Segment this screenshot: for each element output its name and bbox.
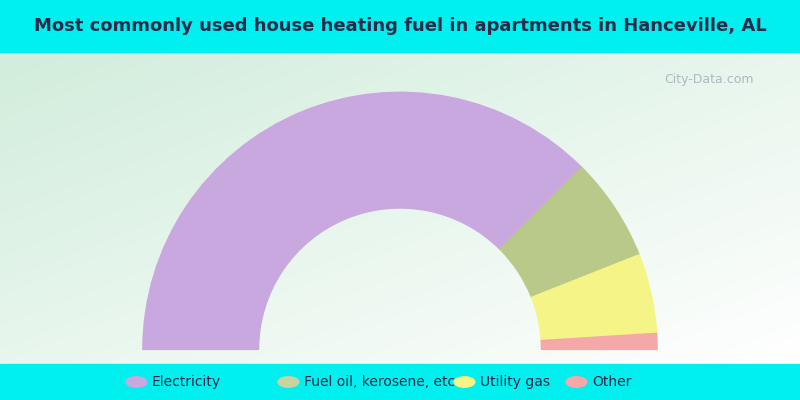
Text: City-Data.com: City-Data.com <box>664 74 754 86</box>
Circle shape <box>126 377 147 387</box>
Circle shape <box>454 377 475 387</box>
Text: Electricity: Electricity <box>152 375 221 389</box>
Wedge shape <box>500 168 639 297</box>
Text: Fuel oil, kerosene, etc.: Fuel oil, kerosene, etc. <box>304 375 459 389</box>
Wedge shape <box>143 92 582 350</box>
Text: Other: Other <box>592 375 631 389</box>
Wedge shape <box>541 333 657 350</box>
Bar <box>0 0 800 52</box>
Text: Most commonly used house heating fuel in apartments in Hanceville, AL: Most commonly used house heating fuel in… <box>34 17 766 35</box>
Wedge shape <box>531 255 657 340</box>
Text: Utility gas: Utility gas <box>480 375 550 389</box>
Circle shape <box>566 377 586 387</box>
Circle shape <box>278 377 298 387</box>
Bar <box>0 364 800 400</box>
